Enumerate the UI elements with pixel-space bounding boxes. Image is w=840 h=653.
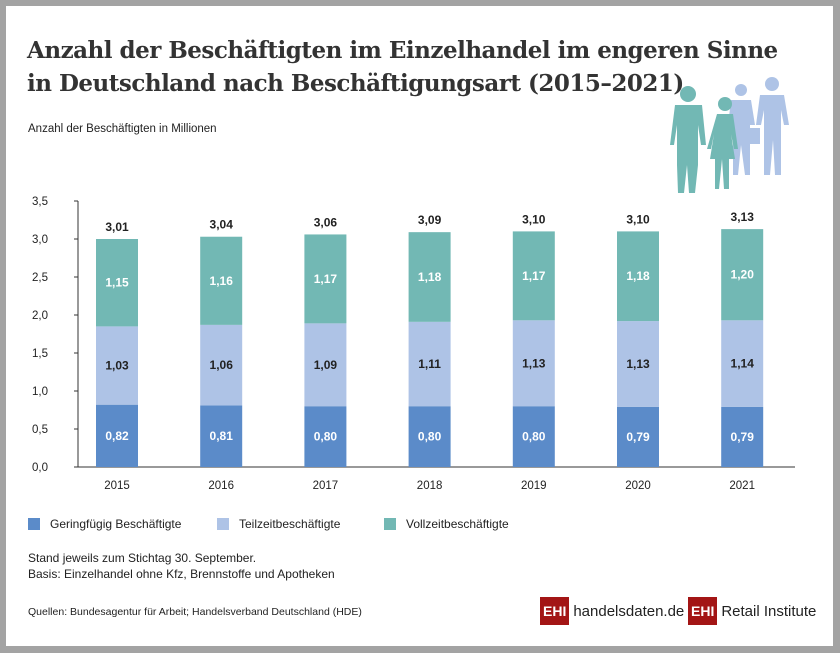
data-label: 1,20 — [731, 268, 755, 282]
logo-institute-text: Retail Institute — [721, 602, 817, 620]
data-label: 1,15 — [105, 276, 129, 290]
total-label: 3,13 — [731, 210, 755, 224]
y-tick-label: 3,0 — [32, 234, 48, 246]
data-label: 1,06 — [210, 358, 234, 372]
bar-segment — [408, 321, 451, 407]
data-label: 0,81 — [210, 429, 234, 443]
title-line-2: in Deutschland nach Beschäftigungsart (2… — [27, 70, 684, 97]
bar-segment — [617, 406, 659, 467]
bar-segment — [304, 323, 347, 407]
chart-title: Anzahl der Beschäftigten im Einzelhandel… — [27, 34, 778, 100]
legend-item: Geringfügig Beschäftigte — [28, 517, 181, 531]
legend-item: Teilzeitbeschäftigte — [217, 517, 340, 531]
note-2: Basis: Einzelhandel ohne Kfz, Brennstoff… — [28, 567, 335, 581]
legend-label: Vollzeitbeschäftigte — [406, 517, 509, 531]
bar-segment — [200, 324, 243, 406]
y-tick-label: 0,5 — [32, 424, 48, 436]
x-tick-label: 2021 — [729, 480, 755, 492]
y-axis-label: Anzahl der Beschäftigten in Millionen — [28, 123, 217, 135]
y-tick-label: 2,5 — [32, 272, 48, 284]
data-label: 0,80 — [522, 430, 546, 444]
footnotes: Stand jeweils zum Stichtag 30. September… — [28, 550, 335, 582]
x-tick-label: 2018 — [417, 480, 443, 492]
y-tick-label: 2,0 — [32, 310, 48, 322]
data-label: 0,80 — [418, 430, 442, 444]
legend-swatch — [384, 518, 396, 530]
y-tick-label: 1,5 — [32, 348, 48, 360]
x-tick-label: 2020 — [625, 480, 651, 492]
data-label: 0,82 — [105, 429, 129, 443]
data-label: 1,18 — [626, 269, 650, 283]
y-tick-label: 1,0 — [32, 386, 48, 398]
bar-segment — [200, 405, 243, 467]
data-label: 1,14 — [731, 357, 755, 371]
bar-segment — [721, 229, 764, 321]
bar-segment — [721, 320, 764, 407]
bar-segment — [512, 406, 555, 467]
legend-label: Geringfügig Beschäftigte — [50, 517, 182, 531]
bar-segment — [617, 321, 659, 407]
handelsdaten-logo: EHI handelsdaten.de — [540, 597, 684, 625]
data-label: 0,79 — [731, 430, 755, 444]
total-label: 3,10 — [522, 212, 546, 226]
bar-segment — [96, 239, 138, 327]
bar-segment — [512, 320, 555, 407]
x-tick-label: 2015 — [104, 480, 130, 492]
legend-label: Teilzeitbeschäftigte — [239, 517, 341, 531]
title-line-1: Anzahl der Beschäftigten im Einzelhandel… — [27, 37, 778, 64]
data-label: 1,11 — [418, 357, 441, 371]
data-label: 0,80 — [314, 430, 338, 444]
data-label: 1,17 — [522, 269, 546, 283]
sources: Quellen: Bundesagentur für Arbeit; Hande… — [28, 606, 362, 618]
x-tick-label: 2016 — [208, 480, 234, 492]
ehi-mark: EHI — [540, 597, 570, 625]
legend-swatch — [217, 518, 229, 530]
data-label: 1,13 — [522, 356, 546, 370]
ehi-mark: EHI — [688, 597, 718, 625]
data-label: 0,79 — [626, 430, 650, 444]
legend-swatch — [28, 518, 40, 530]
total-label: 3,06 — [314, 215, 338, 229]
bar-segment — [408, 406, 451, 467]
data-label: 1,09 — [314, 358, 338, 372]
bar-segment — [617, 231, 659, 322]
bar-segment — [304, 406, 347, 467]
bar-segment — [512, 231, 555, 321]
data-label: 1,17 — [314, 272, 338, 286]
bar-segment — [408, 232, 451, 322]
bar-segment — [304, 234, 347, 324]
total-label: 3,01 — [105, 220, 129, 234]
total-label: 3,10 — [626, 212, 650, 226]
bar-segment — [96, 326, 138, 405]
bar-segment — [721, 406, 764, 467]
bar-segment — [96, 404, 138, 467]
note-1: Stand jeweils zum Stichtag 30. September… — [28, 551, 257, 565]
logo-site-text: handelsdaten.de — [573, 602, 685, 620]
y-tick-label: 3,5 — [32, 196, 48, 208]
y-tick-label: 0,0 — [32, 462, 48, 474]
bar-segment — [200, 236, 243, 325]
x-tick-label: 2017 — [313, 480, 339, 492]
total-label: 3,04 — [210, 218, 234, 232]
total-label: 3,09 — [418, 213, 442, 227]
x-tick-label: 2019 — [521, 480, 547, 492]
ehi-retail-institute-logo: EHI Retail Institute — [688, 597, 816, 625]
people-illustration-icon — [670, 77, 789, 193]
data-label: 1,16 — [210, 274, 234, 288]
data-label: 1,18 — [418, 270, 442, 284]
legend-item: Vollzeitbeschäftigte — [384, 517, 509, 531]
data-label: 1,03 — [105, 359, 129, 373]
data-label: 1,13 — [626, 357, 650, 371]
